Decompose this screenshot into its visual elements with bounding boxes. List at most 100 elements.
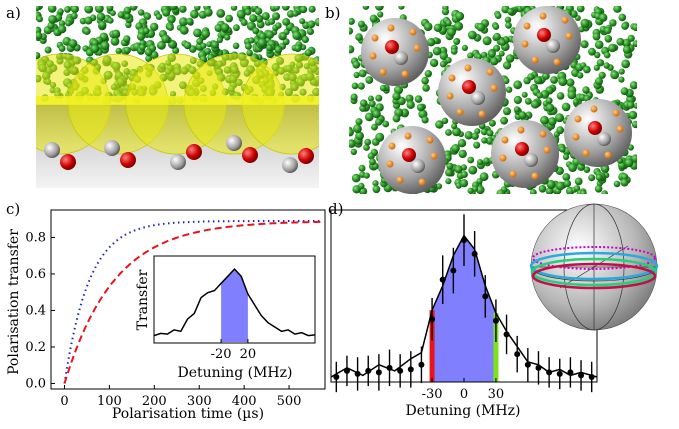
surface-spin [388, 142, 396, 150]
green-spin [492, 23, 500, 30]
green-spin [613, 180, 621, 188]
green-spin [596, 59, 605, 67]
green-spin [454, 165, 463, 174]
green-spin [621, 59, 631, 69]
data-point [439, 276, 446, 283]
green-spin [603, 51, 611, 59]
data-point [407, 366, 414, 373]
green-spin [375, 94, 383, 102]
surface-spin [490, 84, 498, 92]
series-dashed-line [63, 220, 321, 384]
green-spin [261, 12, 270, 21]
green-spin [441, 8, 450, 16]
green-spin [36, 6, 41, 11]
green-spin [123, 35, 131, 43]
green-spin [594, 40, 604, 49]
green-spin [455, 11, 465, 21]
green-spin [217, 9, 225, 18]
green-spin [355, 131, 364, 141]
green-spin [588, 47, 596, 56]
green-spin [291, 10, 299, 17]
surface-spin [531, 172, 539, 180]
green-spin [505, 86, 513, 93]
green-spin [540, 115, 549, 125]
green-spin [355, 118, 363, 126]
green-spin [124, 13, 131, 20]
green-spin [493, 32, 501, 41]
green-spin [248, 37, 255, 44]
green-spin [583, 95, 591, 102]
green-spin [369, 14, 378, 23]
green-spin [627, 101, 635, 109]
green-spin [500, 116, 508, 125]
green-spin [582, 86, 590, 94]
green-spin [429, 58, 439, 68]
green-spin [240, 19, 248, 26]
green-spin [351, 82, 359, 90]
green-spin [498, 38, 506, 46]
green-spin [620, 178, 629, 187]
surface-spin [539, 130, 547, 138]
green-spin [421, 76, 429, 85]
data-point [514, 351, 521, 358]
nv-vacancy [282, 157, 298, 173]
chart-d-main: -30 0 30 Detuning (MHz) [330, 203, 659, 419]
green-spin [555, 113, 564, 123]
green-spin [563, 179, 572, 188]
green-spin [416, 103, 425, 112]
green-spin [542, 72, 550, 80]
green-spin [84, 16, 93, 25]
green-spin [545, 97, 553, 105]
green-spin [566, 78, 575, 87]
green-spin [183, 41, 192, 50]
green-spin [58, 45, 66, 52]
green-spin [220, 23, 230, 32]
green-spin [548, 117, 557, 126]
data-point [588, 373, 595, 380]
green-spin [44, 46, 52, 54]
green-spin [451, 144, 460, 153]
surface-spin [486, 68, 494, 76]
green-spin [392, 92, 401, 101]
green-spin [98, 20, 107, 29]
green-spin [459, 179, 469, 188]
green-spin [583, 65, 591, 74]
green-spin [450, 48, 458, 55]
green-spin [167, 24, 174, 31]
inset-x-tick-label: 20 [240, 347, 257, 362]
green-spin [546, 103, 555, 112]
nv-nitrogen [298, 148, 314, 164]
green-spin [576, 6, 585, 13]
green-spin [473, 141, 481, 149]
green-spin [621, 173, 629, 181]
green-spin [350, 148, 357, 155]
green-spin [292, 31, 302, 40]
green-spin [254, 7, 263, 15]
data-point [524, 361, 531, 368]
green-spin [451, 123, 458, 130]
green-spin [357, 82, 365, 90]
green-spin [249, 14, 258, 23]
data-point [461, 237, 467, 244]
green-spin [479, 172, 489, 182]
surface-spin [426, 136, 434, 144]
green-spin [530, 99, 540, 109]
green-spin [545, 187, 554, 194]
green-spin [306, 27, 314, 36]
green-spin [167, 15, 176, 24]
green-spin [36, 52, 41, 59]
x-tick-label: 0 [460, 387, 468, 402]
surface-spin [413, 44, 421, 52]
green-spin [622, 45, 632, 54]
green-spin [583, 166, 591, 173]
green-spin [458, 149, 467, 159]
green-spin [556, 126, 565, 135]
surface-spin [543, 146, 551, 154]
green-spin [569, 10, 578, 18]
nv-nitrogen [385, 40, 399, 54]
green-spin [190, 9, 199, 19]
green-spin [65, 19, 72, 27]
green-spin [169, 6, 178, 11]
green-spin [604, 27, 612, 35]
green-spin [534, 76, 543, 85]
